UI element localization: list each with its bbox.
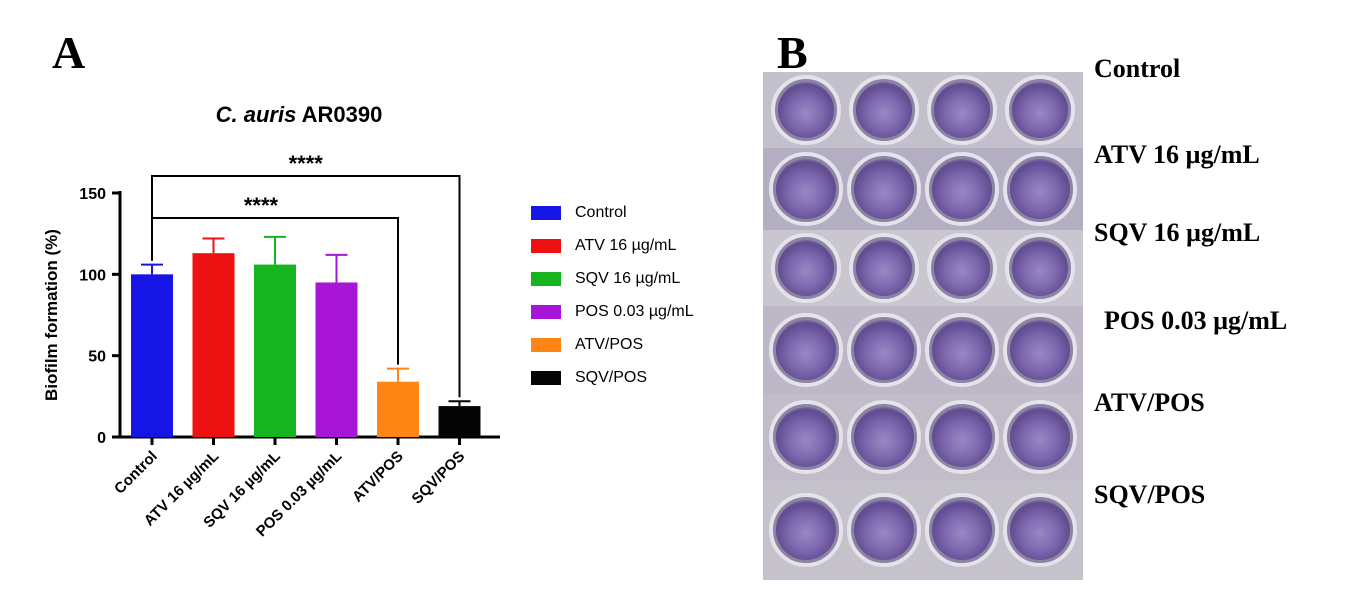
plate-row [763,394,1083,480]
legend-item: SQV 16 µg/mL [531,264,694,294]
bar-chart: C. auris AR0390 0 50 100 150 Biofilm formati… [42,102,500,540]
plate-well [849,233,919,303]
legend-swatch [531,338,561,352]
plate-well [769,152,843,226]
x-tick-label: ATV/POS [349,448,407,506]
legend-item: ATV/POS [531,330,694,360]
x-tick-label: SQV/POS [409,448,469,508]
plate-well [847,493,921,567]
legend-item: Control [531,198,694,228]
panel-b-label: B [777,27,808,78]
biofilm-plate-photo [763,72,1083,580]
chart-legend: Control ATV 16 µg/mL SQV 16 µg/mL POS 0.03 … [531,198,694,396]
legend-swatch [531,272,561,286]
plate-well [1005,233,1075,303]
plate-well [925,313,999,387]
bar [315,282,358,437]
y-tick-label: 0 [97,430,106,447]
legend-swatch [531,206,561,220]
bar [254,264,296,437]
legend-item: ATV 16 µg/mL [531,231,694,261]
plate-well [1003,493,1077,567]
plate-well [927,233,997,303]
legend-label: ATV/POS [575,336,644,353]
plate-row [763,148,1083,230]
legend-swatch [531,371,561,385]
plate-well [849,75,919,145]
legend-swatch [531,305,561,319]
plate-well [771,233,841,303]
legend-item: POS 0.03 µg/mL [531,297,694,327]
plate-row [763,480,1083,580]
chart-title-rest: AR0390 [296,102,382,127]
plate-well [925,152,999,226]
plate-well [769,493,843,567]
significance-label: **** [289,151,324,176]
legend-label: SQV/POS [575,369,648,386]
plate-well [771,75,841,145]
legend-label: POS 0.03 µg/mL [575,303,694,320]
x-tick-label: Control [111,448,161,498]
plate-well [847,152,921,226]
plate-well [847,313,921,387]
plate-row-label: Control [1094,54,1181,83]
legend-label: ATV 16 µg/mL [575,237,677,254]
plate-well [847,400,921,474]
significance-label: **** [244,193,279,218]
plate-row [763,72,1083,148]
chart-title: C. auris AR0390 [216,102,383,127]
significance-bracket [151,175,461,398]
legend-label: Control [575,204,627,221]
plate-well [769,313,843,387]
bar [377,381,419,437]
plate-row-label: POS 0.03 µg/mL [1104,306,1288,335]
plate-row-label: SQV/POS [1094,480,1206,509]
plate-row [763,230,1083,306]
bar [438,406,481,437]
y-tick-label: 100 [79,267,106,284]
legend-item: SQV/POS [531,363,694,393]
plate-well [1003,313,1077,387]
plate-well [769,400,843,474]
plate-row [763,306,1083,394]
plate-row-label: ATV/POS [1094,388,1205,417]
plate-well [925,400,999,474]
plate-well [925,493,999,567]
plate-row-label: SQV 16 µg/mL [1094,218,1261,247]
plate-well [1003,400,1077,474]
plate-well [1005,75,1075,145]
plate-well [927,75,997,145]
panel-a-label: A [52,27,86,78]
bar [131,274,173,437]
plate-well [1003,152,1077,226]
legend-label: SQV 16 µg/mL [575,270,681,287]
legend-swatch [531,239,561,253]
bar [192,253,235,437]
y-axis-title: Biofilm formation (%) [42,229,61,401]
plate-row-label: ATV 16 µg/mL [1094,140,1260,169]
y-tick-label: 150 [79,186,106,203]
y-tick-label: 50 [88,349,106,366]
chart-title-italic: C. auris [216,102,297,127]
